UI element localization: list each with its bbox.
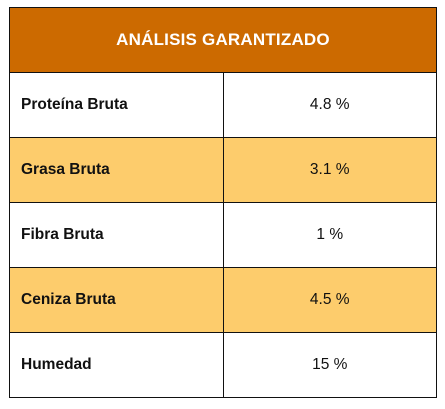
row-label: Ceniza Bruta	[9, 267, 224, 333]
row-value: 1 %	[222, 202, 437, 268]
row-label: Proteína Bruta	[9, 72, 224, 138]
row-value: 4.8 %	[222, 72, 437, 138]
row-value: 4.5 %	[222, 267, 437, 333]
guaranteed-analysis-table-container: ANÁLISIS GARANTIZADO Proteína Bruta 4.8 …	[9, 7, 437, 398]
table-row: Ceniza Bruta 4.5 %	[9, 267, 437, 333]
table-row: Fibra Bruta 1 %	[9, 202, 437, 268]
row-label: Humedad	[9, 332, 224, 398]
row-value: 3.1 %	[222, 137, 437, 203]
row-label: Fibra Bruta	[9, 202, 224, 268]
guaranteed-analysis-table: ANÁLISIS GARANTIZADO Proteína Bruta 4.8 …	[9, 7, 437, 398]
row-value: 15 %	[222, 332, 437, 398]
row-label: Grasa Bruta	[9, 137, 224, 203]
table-header: ANÁLISIS GARANTIZADO	[9, 7, 437, 73]
table-row: Grasa Bruta 3.1 %	[9, 137, 437, 203]
table-row: Humedad 15 %	[9, 332, 437, 398]
table-row: Proteína Bruta 4.8 %	[9, 72, 437, 138]
table-header-row: ANÁLISIS GARANTIZADO	[9, 7, 437, 73]
